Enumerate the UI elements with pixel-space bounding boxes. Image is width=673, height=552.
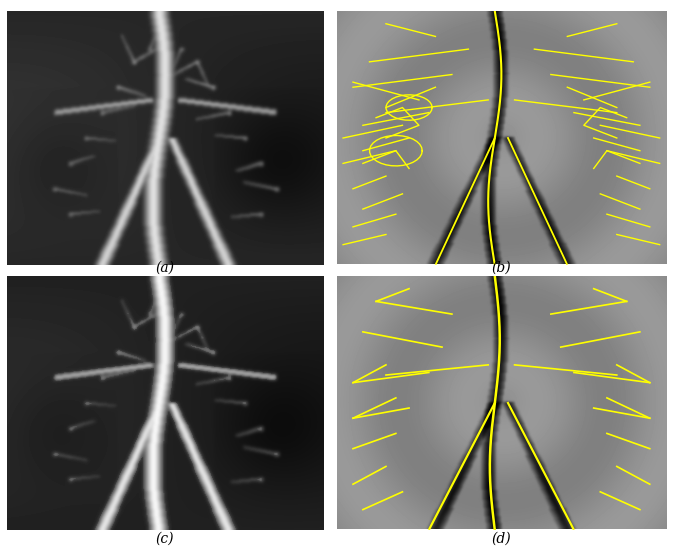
Text: (b): (b) (491, 261, 511, 275)
Text: (a): (a) (155, 261, 174, 275)
Text: (c): (c) (155, 531, 174, 545)
Text: (d): (d) (491, 531, 511, 545)
